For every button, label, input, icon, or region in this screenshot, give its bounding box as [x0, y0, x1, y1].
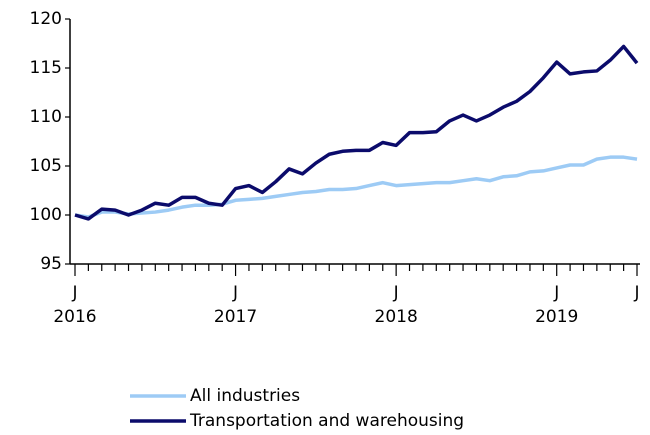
- series-line: [74, 155, 638, 219]
- x-tick-label: J: [634, 283, 640, 303]
- series-line: [74, 44, 639, 221]
- y-tick-label: 105: [30, 156, 62, 176]
- y-tick-label: 95: [40, 254, 62, 274]
- x-tick-label: J 2019: [535, 283, 579, 327]
- y-tick-label: 100: [30, 205, 62, 225]
- x-tick-label: J 2017: [213, 283, 258, 327]
- x-tick-label: J 2018: [374, 283, 418, 327]
- y-tick-label: 120: [30, 9, 62, 29]
- legend-label: All industries: [190, 386, 300, 406]
- y-tick-label: 115: [30, 58, 62, 78]
- legend-label: Transportation and warehousing: [189, 411, 464, 431]
- x-tick-label: J 2016: [53, 283, 97, 327]
- y-tick-label: 110: [30, 107, 62, 127]
